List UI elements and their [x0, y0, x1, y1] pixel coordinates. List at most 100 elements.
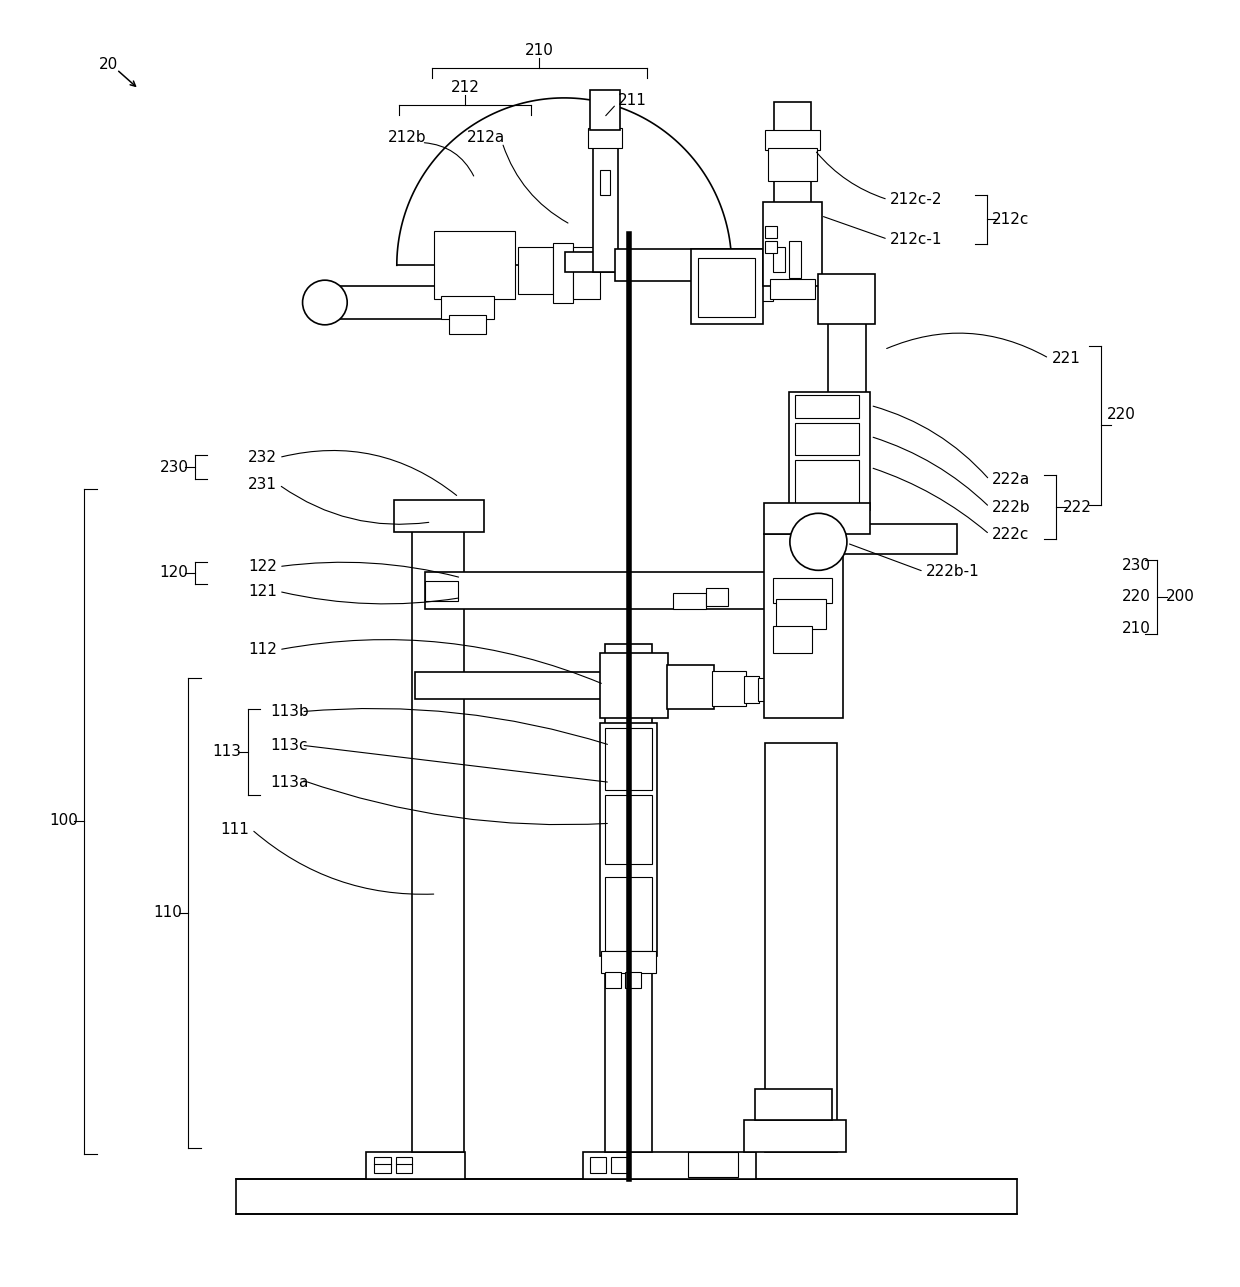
Bar: [600, 170, 610, 194]
Bar: [236, 1179, 1017, 1214]
Text: 212b: 212b: [387, 130, 427, 145]
Bar: [425, 571, 816, 609]
Text: 111: 111: [221, 822, 249, 837]
Bar: [374, 1157, 391, 1172]
Bar: [755, 1089, 832, 1120]
Bar: [712, 671, 746, 705]
Bar: [605, 795, 652, 864]
Bar: [691, 250, 763, 323]
Bar: [773, 578, 832, 602]
Bar: [692, 274, 773, 301]
Text: 212c-1: 212c-1: [890, 232, 942, 247]
Bar: [415, 672, 608, 699]
Bar: [773, 627, 812, 654]
Bar: [789, 241, 801, 278]
Bar: [776, 598, 826, 628]
Bar: [583, 1152, 756, 1179]
Bar: [773, 247, 785, 272]
Text: 122: 122: [248, 559, 277, 574]
Bar: [366, 1152, 465, 1179]
Bar: [312, 287, 446, 319]
Bar: [605, 972, 621, 988]
Bar: [843, 525, 957, 555]
Bar: [441, 296, 494, 319]
Bar: [764, 534, 843, 718]
Text: 212c-2: 212c-2: [890, 192, 942, 207]
Bar: [789, 391, 870, 510]
Bar: [611, 1157, 627, 1172]
Bar: [765, 743, 837, 1152]
Text: 210: 210: [1122, 622, 1151, 636]
Bar: [425, 582, 458, 601]
Bar: [795, 459, 859, 505]
Bar: [600, 723, 657, 956]
Bar: [795, 395, 859, 418]
Bar: [394, 499, 484, 532]
Bar: [601, 951, 656, 973]
Text: 222c: 222c: [992, 526, 1029, 542]
Bar: [590, 1157, 606, 1172]
Text: 100: 100: [50, 813, 78, 829]
Bar: [744, 1120, 846, 1152]
Bar: [605, 728, 652, 790]
Text: 230: 230: [1122, 557, 1151, 573]
Bar: [763, 202, 822, 287]
Text: 212: 212: [450, 80, 480, 95]
Text: 232: 232: [248, 450, 277, 465]
Bar: [518, 247, 553, 293]
Bar: [698, 257, 755, 318]
Text: 211: 211: [618, 93, 646, 108]
Text: 212c: 212c: [992, 212, 1029, 227]
Text: 210: 210: [525, 44, 554, 58]
Text: 113: 113: [213, 744, 242, 759]
Text: 212a: 212a: [467, 130, 505, 145]
Text: 20: 20: [99, 57, 119, 72]
Text: 222b: 222b: [992, 499, 1030, 515]
Text: 113b: 113b: [270, 704, 309, 719]
Bar: [828, 311, 866, 395]
Bar: [765, 130, 820, 151]
Bar: [593, 117, 618, 272]
Text: 222b-1: 222b-1: [926, 564, 980, 579]
Bar: [667, 664, 714, 709]
Bar: [412, 507, 464, 1152]
Bar: [588, 127, 622, 148]
Bar: [573, 247, 600, 299]
Bar: [590, 90, 620, 130]
Circle shape: [790, 514, 847, 570]
Bar: [758, 678, 770, 700]
Bar: [744, 676, 759, 703]
Bar: [765, 225, 777, 238]
Bar: [615, 250, 770, 282]
Text: 113c: 113c: [270, 737, 308, 753]
Bar: [770, 279, 815, 299]
Bar: [688, 1152, 738, 1176]
Bar: [605, 876, 652, 951]
Bar: [673, 592, 706, 609]
Text: 112: 112: [248, 642, 277, 658]
Text: 121: 121: [248, 584, 277, 598]
Text: 222: 222: [1063, 499, 1091, 515]
Text: 231: 231: [248, 477, 277, 493]
Text: 113a: 113a: [270, 775, 309, 790]
Text: 220: 220: [1107, 407, 1136, 422]
Bar: [434, 230, 515, 299]
Bar: [795, 423, 859, 456]
Bar: [553, 243, 573, 302]
Bar: [774, 102, 811, 203]
Bar: [625, 972, 641, 988]
Bar: [768, 148, 817, 181]
Bar: [764, 503, 870, 534]
Bar: [600, 654, 668, 718]
Text: 230: 230: [160, 459, 188, 475]
Bar: [706, 588, 728, 606]
Text: 221: 221: [1052, 351, 1080, 366]
Bar: [305, 291, 332, 311]
Bar: [765, 241, 777, 254]
Bar: [396, 1157, 412, 1172]
Text: 200: 200: [1166, 589, 1194, 604]
Bar: [605, 644, 652, 1152]
Text: 222a: 222a: [992, 472, 1030, 488]
Circle shape: [303, 281, 347, 324]
Text: 120: 120: [160, 565, 188, 580]
